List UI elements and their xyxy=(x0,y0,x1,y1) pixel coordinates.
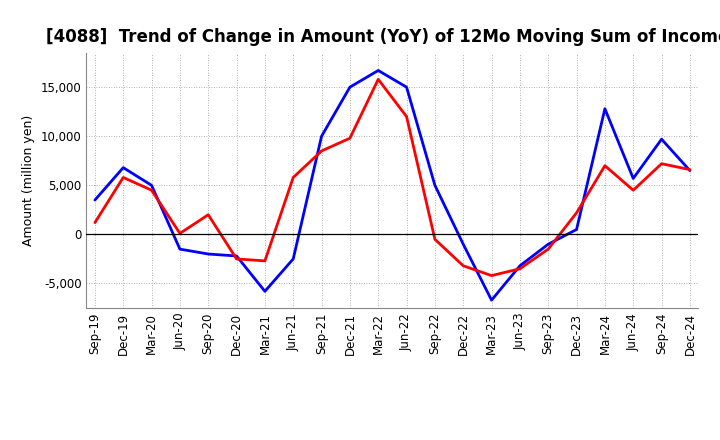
Ordinary Income xyxy=(572,227,581,232)
Ordinary Income xyxy=(629,176,637,181)
Net Income xyxy=(600,163,609,169)
Ordinary Income xyxy=(431,183,439,188)
Net Income xyxy=(119,175,127,180)
Ordinary Income xyxy=(600,106,609,111)
Net Income xyxy=(516,266,524,271)
Ordinary Income xyxy=(459,242,467,247)
Ordinary Income xyxy=(685,168,694,173)
Ordinary Income xyxy=(318,134,326,139)
Net Income xyxy=(176,231,184,236)
Net Income xyxy=(233,256,241,261)
Net Income xyxy=(487,273,496,278)
Net Income xyxy=(431,237,439,242)
Net Income xyxy=(544,246,552,252)
Ordinary Income xyxy=(233,253,241,259)
Net Income xyxy=(657,161,666,166)
Ordinary Income xyxy=(346,84,354,90)
Ordinary Income xyxy=(148,183,156,188)
Net Income xyxy=(459,263,467,268)
Y-axis label: Amount (million yen): Amount (million yen) xyxy=(22,115,35,246)
Net Income xyxy=(629,187,637,193)
Ordinary Income xyxy=(544,242,552,247)
Line: Net Income: Net Income xyxy=(95,79,690,275)
Net Income xyxy=(91,220,99,225)
Ordinary Income xyxy=(402,84,411,90)
Ordinary Income xyxy=(119,165,127,170)
Ordinary Income xyxy=(204,251,212,257)
Line: Ordinary Income: Ordinary Income xyxy=(95,70,690,300)
Net Income xyxy=(374,77,382,82)
Net Income xyxy=(318,148,326,154)
Ordinary Income xyxy=(657,136,666,142)
Net Income xyxy=(685,167,694,172)
Net Income xyxy=(572,210,581,216)
Net Income xyxy=(148,187,156,193)
Ordinary Income xyxy=(91,198,99,203)
Net Income xyxy=(402,114,411,119)
Ordinary Income xyxy=(261,289,269,294)
Ordinary Income xyxy=(516,263,524,268)
Net Income xyxy=(261,258,269,264)
Ordinary Income xyxy=(289,256,297,261)
Ordinary Income xyxy=(374,68,382,73)
Title: [4088]  Trend of Change in Amount (YoY) of 12Mo Moving Sum of Incomes: [4088] Trend of Change in Amount (YoY) o… xyxy=(46,28,720,46)
Net Income xyxy=(346,136,354,141)
Ordinary Income xyxy=(487,297,496,303)
Net Income xyxy=(289,175,297,180)
Net Income xyxy=(204,212,212,217)
Legend: Ordinary Income, Net Income: Ordinary Income, Net Income xyxy=(252,437,533,440)
Ordinary Income xyxy=(176,246,184,252)
